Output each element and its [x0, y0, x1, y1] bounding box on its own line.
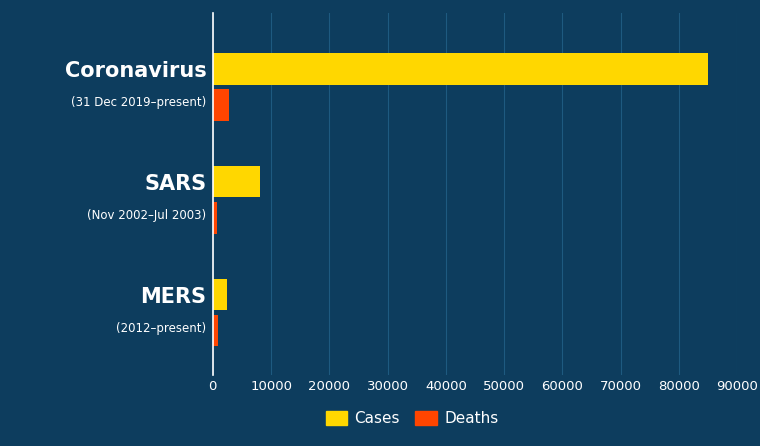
Bar: [213, 143, 737, 256]
Text: (2012–present): (2012–present): [116, 322, 207, 335]
Legend: Cases, Deaths: Cases, Deaths: [319, 405, 505, 432]
Bar: [213, 202, 217, 234]
Bar: [213, 53, 708, 84]
Bar: [213, 256, 737, 369]
Bar: [213, 30, 737, 143]
Text: MERS: MERS: [141, 287, 207, 307]
Text: Coronavirus: Coronavirus: [65, 61, 207, 81]
Bar: [213, 315, 218, 347]
Text: (Nov 2002–Jul 2003): (Nov 2002–Jul 2003): [87, 209, 207, 222]
Text: SARS: SARS: [144, 174, 207, 194]
Bar: [213, 89, 230, 120]
Bar: [213, 166, 260, 198]
Text: (31 Dec 2019–present): (31 Dec 2019–present): [71, 96, 207, 109]
Bar: [213, 279, 227, 310]
